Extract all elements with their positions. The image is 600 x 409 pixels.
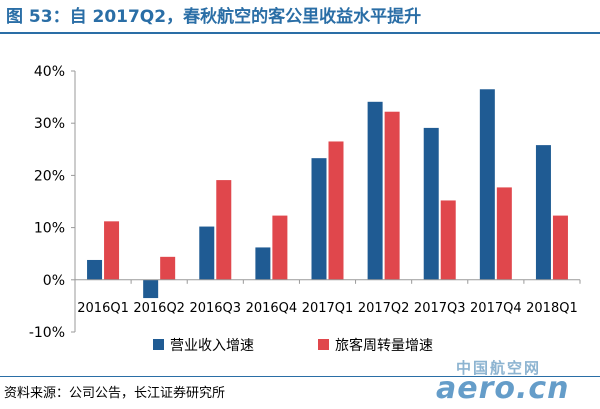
y-tick-label: 0% xyxy=(43,273,65,289)
x-tick-label: 2017Q3 xyxy=(414,301,466,316)
watermark-logo: 中国航空网 aero.cn xyxy=(424,357,594,406)
bar-revenue-growth xyxy=(311,158,327,280)
legend-item-rpk-swatch xyxy=(318,339,329,350)
x-tick-label: 2016Q4 xyxy=(246,301,298,316)
source-note: 资料来源：公司公告，长江证券研究所 xyxy=(4,386,226,401)
x-tick-label: 2018Q1 xyxy=(526,301,578,316)
bar-revenue-growth xyxy=(367,101,383,280)
x-tick-label: 2016Q1 xyxy=(77,301,129,316)
chart-frame: -10% 0% 10% 20% 30% 40% 2016Q1 2016Q2 2016Q3 201… xyxy=(0,42,600,380)
bars xyxy=(87,89,568,299)
legend-item-revenue-swatch xyxy=(153,339,164,350)
bar-revenue-growth xyxy=(255,247,271,280)
bar-revenue-growth xyxy=(199,226,215,280)
bar-revenue-growth xyxy=(143,279,159,299)
bar-rpk-growth xyxy=(496,187,512,280)
bar-revenue-growth xyxy=(535,145,551,280)
bar-rpk-growth xyxy=(272,215,288,280)
x-axis: 2016Q1 2016Q2 2016Q3 2016Q4 2017Q1 2017Q2 2017… xyxy=(75,279,581,316)
legend-item-rpk-label: 旅客周转量增速 xyxy=(335,337,433,354)
y-tick-label: 40% xyxy=(34,64,65,80)
x-tick-label: 2017Q4 xyxy=(470,301,522,316)
bar-revenue-growth xyxy=(423,127,439,280)
bar-revenue-growth xyxy=(479,89,495,280)
bar-revenue-growth xyxy=(87,259,103,280)
y-tick-label: 20% xyxy=(34,168,65,184)
legend-item-revenue-label: 营业收入增速 xyxy=(170,338,254,354)
y-axis: -10% 0% 10% 20% 30% 40% xyxy=(29,64,76,341)
x-tick-label: 2017Q1 xyxy=(302,301,354,316)
bar-rpk-growth xyxy=(440,200,456,280)
x-tick-label: 2016Q3 xyxy=(189,301,241,316)
x-tick-label: 2017Q2 xyxy=(358,301,410,316)
bar-rpk-growth xyxy=(216,180,232,280)
legend: 营业收入增速 旅客周转量增速 xyxy=(153,337,433,354)
y-tick-label: 10% xyxy=(34,221,65,237)
bar-rpk-growth xyxy=(384,111,400,280)
bar-rpk-growth xyxy=(104,221,120,280)
bar-rpk-growth xyxy=(552,215,568,280)
watermark-cn: 中国航空网 xyxy=(456,359,542,377)
figure-title: 图 53：自 2017Q2，春秋航空的客公里收益水平提升 xyxy=(6,7,422,27)
bar-rpk-growth xyxy=(328,141,344,280)
bar-rpk-growth xyxy=(160,256,176,280)
y-tick-label: -10% xyxy=(29,325,65,341)
title-divider xyxy=(0,32,600,34)
bar-chart: -10%0%10%20%30%40% 2016Q1 2016Q2 2016Q3 201… xyxy=(29,64,581,354)
watermark-en: aero.cn xyxy=(436,371,570,406)
source-divider xyxy=(0,376,600,377)
x-tick-label: 2016Q2 xyxy=(133,301,185,316)
y-tick-label: 30% xyxy=(34,116,65,132)
